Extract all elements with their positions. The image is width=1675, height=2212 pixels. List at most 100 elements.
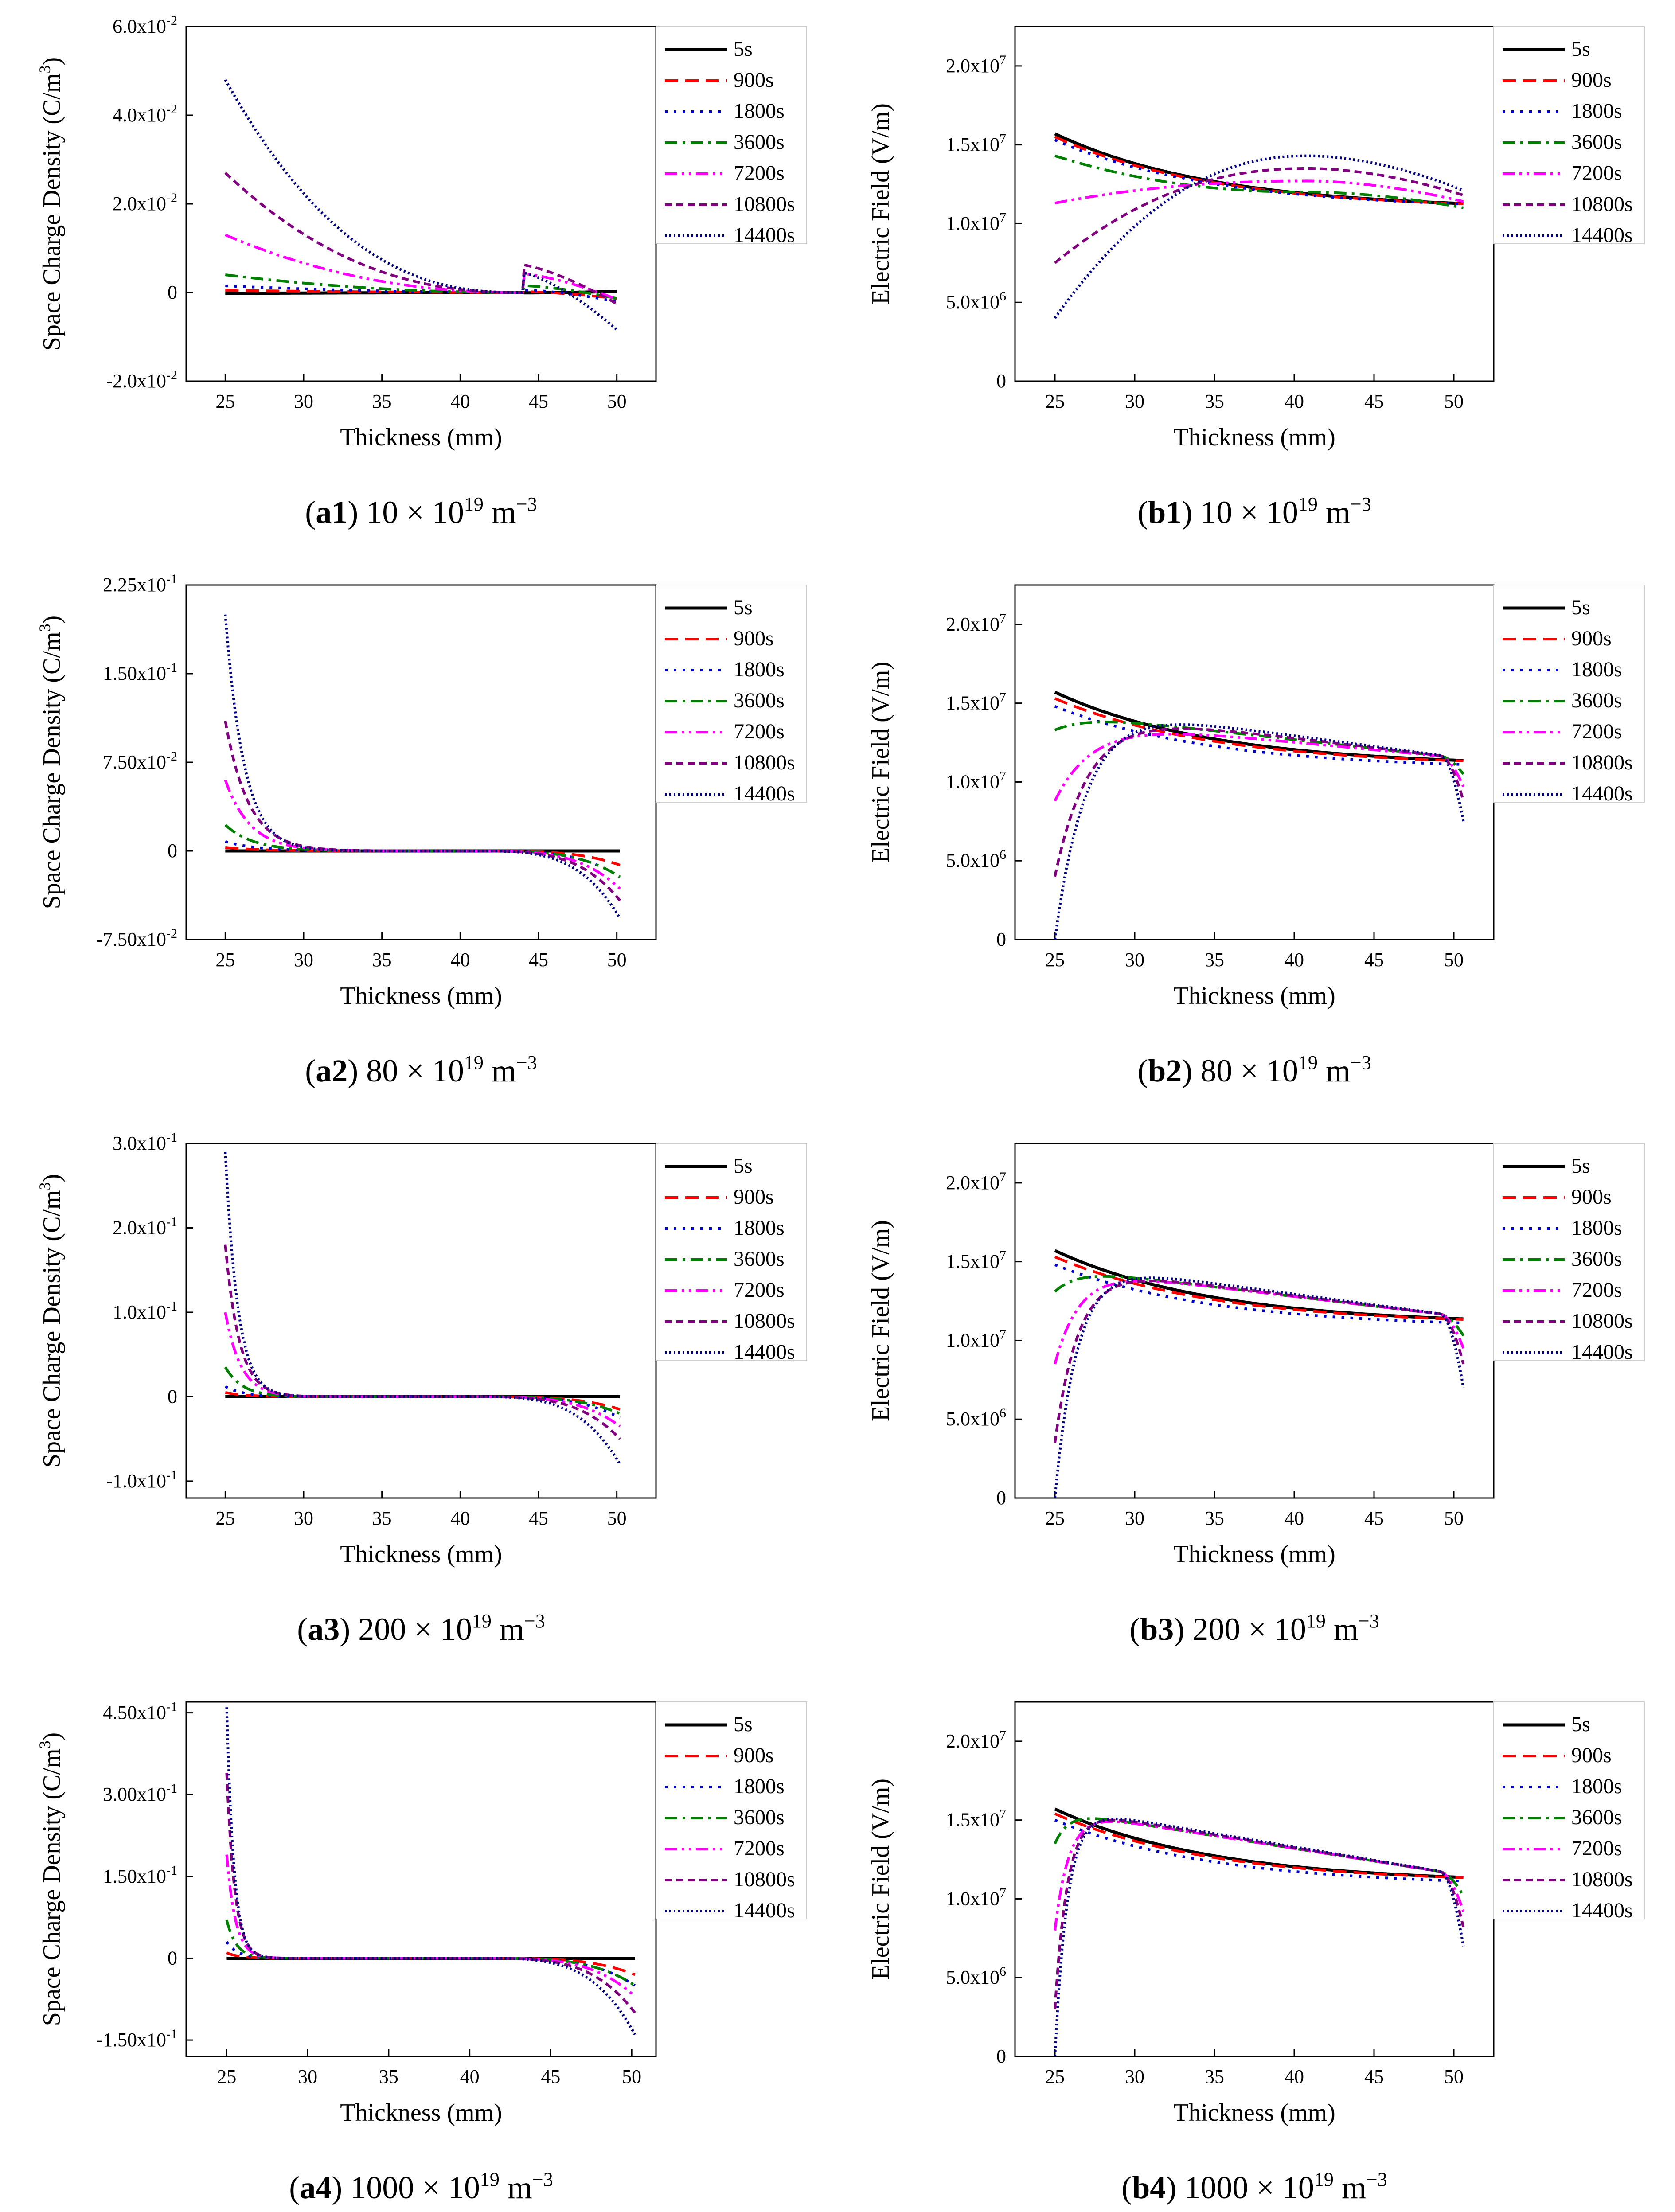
legend-label: 14400s [1571, 1899, 1633, 1922]
y-tick-label: 1.0x10-1 [113, 1299, 177, 1323]
y-tick-label: 1.5x107 [946, 132, 1006, 156]
y-tick-label: 1.0x107 [946, 1885, 1006, 1909]
x-tick-label: 45 [1364, 1507, 1384, 1529]
chart-b3: 25 30 35 40 45 50 0 5.0x106 1.0x107 1.5x107 2.0x10… [867, 1143, 1645, 1647]
legend-label: 5s [734, 596, 753, 619]
series-line-1800s [1054, 1263, 1464, 1324]
x-axis-label: Thickness (mm) [1173, 2099, 1335, 2126]
x-axis-label: Thickness (mm) [1173, 424, 1335, 451]
legend-label: 1800s [734, 658, 785, 681]
y-tick-label: 1.5x107 [946, 1248, 1006, 1272]
legend-label: 5s [1571, 37, 1590, 61]
plot-frame [185, 584, 657, 940]
y-tick-label: 1.50x10-1 [103, 1863, 177, 1887]
y-axis-label: Electric Field (V/m) [867, 1220, 894, 1421]
series-line-10800s [224, 1244, 621, 1440]
panel-caption: (a2) 80 × 1019 m−3 [305, 1052, 537, 1088]
x-tick-label: 50 [607, 949, 627, 971]
y-axis-label: Space Charge Density (C/m3) [36, 616, 66, 909]
y-tick-label: 2.25x10-1 [103, 572, 177, 596]
legend-label: 3600s [1571, 689, 1622, 712]
legend-label: 14400s [734, 782, 795, 805]
x-axis-label: Thickness (mm) [1173, 982, 1335, 1010]
y-tick-label: 2.0x107 [946, 611, 1006, 635]
series-line-14400s [1054, 1818, 1465, 2056]
legend-label: 3600s [734, 1806, 785, 1829]
legend-label: 7200s [1571, 161, 1622, 185]
y-tick-label: 0 [996, 1487, 1006, 1509]
series-line-900s [1054, 697, 1464, 763]
y-tick-label: 2.0x107 [946, 1728, 1006, 1752]
x-tick-label: 35 [1205, 390, 1224, 412]
x-tick-label: 40 [460, 2066, 480, 2087]
y-tick-label: 2.0x107 [946, 53, 1006, 77]
series-line-3600s [225, 1919, 636, 1987]
chart-b1: 25 30 35 40 45 50 0 5.0x106 1.0x107 1.5x107 2.0x10… [867, 26, 1645, 530]
y-tick-label: 5.0x106 [946, 847, 1006, 871]
y-tick-label: -7.50x10-2 [96, 926, 177, 950]
y-tick-label: 5.0x106 [946, 1964, 1006, 1988]
x-tick-label: 50 [622, 2066, 641, 2087]
legend-label: 3600s [1571, 1247, 1622, 1271]
y-tick-label: 7.50x10-2 [103, 749, 177, 773]
series-line-1800s [225, 285, 617, 303]
legend-label: 1800s [1571, 1775, 1622, 1798]
plot-frame [185, 1701, 657, 2057]
panel-caption: (b3) 200 × 1019 m−3 [1129, 1610, 1379, 1647]
series-line-1800s [1054, 139, 1464, 206]
legend-label: 7200s [734, 1278, 785, 1302]
x-tick-label: 25 [1045, 2066, 1065, 2087]
panel-caption: (b4) 1000 × 1019 m−3 [1121, 2169, 1387, 2205]
series-line-10800s [1054, 1818, 1465, 2009]
legend-box [656, 1701, 807, 1919]
plot-frame [185, 26, 657, 382]
y-tick-label: 5.0x106 [946, 1406, 1006, 1430]
y-tick-label: 2.0x10-1 [113, 1214, 177, 1238]
legend-label: 7200s [1571, 720, 1622, 743]
y-tick-label: 2.0x107 [946, 1170, 1006, 1194]
x-tick-label: 45 [529, 949, 548, 971]
y-axis-label: Electric Field (V/m) [867, 1779, 894, 1980]
series-line-10800s [1054, 167, 1464, 264]
series-line-7200s [1054, 733, 1465, 802]
legend-label: 10800s [734, 192, 795, 216]
series-line-7200s [225, 234, 617, 300]
legend-label: 10800s [1571, 1868, 1633, 1891]
series-line-3600s [1054, 1817, 1465, 1896]
legend-label: 3600s [1571, 130, 1622, 154]
x-tick-label: 25 [215, 390, 235, 412]
y-tick-label: -1.0x10-1 [106, 1468, 177, 1492]
legend-label: 14400s [1571, 782, 1633, 805]
series-line-3600s [224, 824, 621, 878]
legend-label: 7200s [1571, 1278, 1622, 1302]
legend-label: 5s [734, 37, 753, 61]
x-tick-label: 40 [450, 390, 470, 412]
y-tick-label: 0 [168, 840, 177, 862]
series-line-1800s [1054, 705, 1464, 766]
x-tick-label: 50 [1444, 949, 1464, 971]
series-line-3600s [1054, 154, 1464, 209]
y-tick-label: 2.0x10-2 [113, 191, 177, 215]
y-tick-label: 1.0x107 [946, 769, 1006, 792]
x-tick-label: 40 [450, 1507, 470, 1529]
x-axis-label: Thickness (mm) [340, 1541, 502, 1568]
legend-label: 10800s [1571, 751, 1633, 774]
x-tick-label: 25 [215, 949, 235, 971]
series-line-14400s [1054, 723, 1465, 940]
x-tick-label: 35 [372, 1507, 392, 1529]
legend-label: 3600s [734, 130, 785, 154]
legend-label: 7200s [1571, 1837, 1622, 1860]
x-axis-label: Thickness (mm) [1173, 1541, 1335, 1568]
series-line-7200s [224, 779, 621, 890]
legend-label: 900s [1571, 68, 1612, 92]
x-tick-label: 35 [372, 949, 392, 971]
x-tick-label: 45 [541, 2066, 560, 2087]
legend-label: 3600s [734, 689, 785, 712]
y-axis-label: Space Charge Density (C/m3) [36, 1174, 66, 1467]
x-tick-label: 50 [1444, 1507, 1464, 1529]
chart-a4: 25 30 35 40 45 50 -1.50x10-1 0 1.50x10-1 3.00x10-… [36, 1700, 807, 2205]
legend-label: 900s [1571, 1185, 1612, 1209]
x-tick-label: 45 [1364, 390, 1384, 412]
series-line-900s [1054, 1256, 1464, 1321]
legend: 5s 900s 1800s 3600s 7200s 10800s 14400s [656, 1143, 807, 1364]
